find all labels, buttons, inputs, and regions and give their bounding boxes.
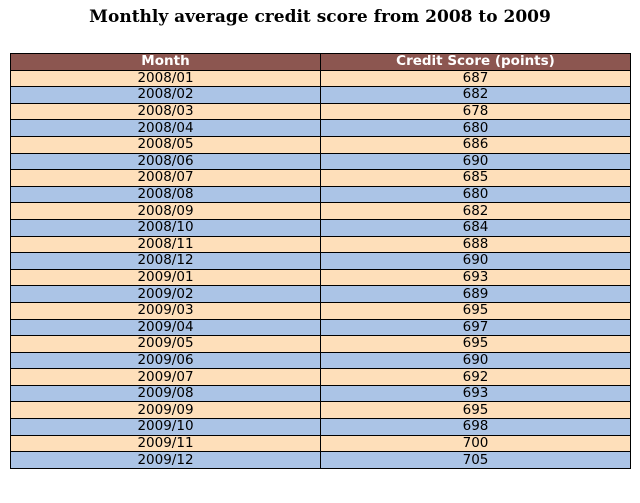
month-cell: 2009/03 bbox=[10, 301, 321, 320]
month-cell: 2008/05 bbox=[10, 135, 321, 154]
credit-score-cell: 689 bbox=[320, 285, 631, 303]
month-cell: 2009/07 bbox=[10, 368, 321, 386]
month-cell: 2008/02 bbox=[10, 86, 321, 104]
credit-score-cell: 698 bbox=[320, 418, 631, 436]
month-cell: 2008/03 bbox=[10, 102, 321, 121]
month-cell: 2009/12 bbox=[10, 451, 321, 469]
credit-score-cell: 695 bbox=[320, 335, 631, 353]
credit-score-cell: 693 bbox=[320, 384, 631, 403]
credit-score-cell: 697 bbox=[320, 318, 631, 337]
credit-score-cell: 680 bbox=[320, 119, 631, 137]
table-row: 2009/06 690 bbox=[10, 351, 631, 370]
month-cell: 2008/10 bbox=[10, 218, 321, 237]
table-row: 2008/12 690 bbox=[10, 252, 631, 270]
credit-score-cell: 686 bbox=[320, 135, 631, 154]
credit-score-cell: 682 bbox=[320, 86, 631, 104]
data-table: Month Credit Score (points) 2008/01 687 20… bbox=[10, 53, 631, 469]
table-body: 2008/01 687 2008/02 682 2008/03 678 2008/04 680… bbox=[10, 69, 631, 469]
table-row: 2008/07 685 bbox=[10, 169, 631, 187]
table-row: 2009/08 693 bbox=[10, 384, 631, 403]
month-cell: 2008/04 bbox=[10, 119, 321, 137]
chart-title: Monthly average credit score from 2008 t… bbox=[89, 7, 551, 27]
month-cell: 2009/08 bbox=[10, 384, 321, 403]
table-row: 2008/06 690 bbox=[10, 152, 631, 171]
table-row: 2008/01 687 bbox=[10, 69, 631, 88]
month-cell: 2008/12 bbox=[10, 252, 321, 270]
table-row: 2008/05 686 bbox=[10, 135, 631, 154]
credit-score-cell: 685 bbox=[320, 169, 631, 187]
month-cell: 2009/11 bbox=[10, 434, 321, 453]
month-cell: 2009/01 bbox=[10, 268, 321, 287]
column-header-credit-score: Credit Score (points) bbox=[320, 53, 631, 71]
table-row: 2009/09 695 bbox=[10, 401, 631, 420]
credit-score-cell: 695 bbox=[320, 301, 631, 320]
month-cell: 2008/11 bbox=[10, 235, 321, 254]
table-header-row: Month Credit Score (points) bbox=[10, 53, 631, 71]
table-row: 2008/02 682 bbox=[10, 86, 631, 104]
credit-score-cell: 678 bbox=[320, 102, 631, 121]
credit-score-cell: 695 bbox=[320, 401, 631, 420]
month-cell: 2009/10 bbox=[10, 418, 321, 436]
credit-score-cell: 690 bbox=[320, 351, 631, 370]
credit-score-cell: 688 bbox=[320, 235, 631, 254]
credit-score-cell: 693 bbox=[320, 268, 631, 287]
credit-score-cell: 690 bbox=[320, 252, 631, 270]
credit-score-cell: 692 bbox=[320, 368, 631, 386]
month-cell: 2009/09 bbox=[10, 401, 321, 420]
month-cell: 2009/04 bbox=[10, 318, 321, 337]
table-row: 2009/11 700 bbox=[10, 434, 631, 453]
month-cell: 2008/01 bbox=[10, 69, 321, 88]
table-row: 2008/03 678 bbox=[10, 102, 631, 121]
table-row: 2009/01 693 bbox=[10, 268, 631, 287]
month-cell: 2008/09 bbox=[10, 202, 321, 220]
month-cell: 2009/06 bbox=[10, 351, 321, 370]
credit-score-cell: 684 bbox=[320, 218, 631, 237]
table-row: 2009/12 705 bbox=[10, 451, 631, 469]
table-row: 2009/04 697 bbox=[10, 318, 631, 337]
month-cell: 2008/08 bbox=[10, 185, 321, 204]
month-cell: 2009/02 bbox=[10, 285, 321, 303]
credit-score-cell: 687 bbox=[320, 69, 631, 88]
table-row: 2008/08 680 bbox=[10, 185, 631, 204]
table-row: 2008/10 684 bbox=[10, 218, 631, 237]
credit-score-cell: 700 bbox=[320, 434, 631, 453]
credit-score-cell: 690 bbox=[320, 152, 631, 171]
table-row: 2009/07 692 bbox=[10, 368, 631, 386]
column-header-month: Month bbox=[10, 53, 321, 71]
table-row: 2008/11 688 bbox=[10, 235, 631, 254]
table-row: 2009/03 695 bbox=[10, 301, 631, 320]
table-row: 2008/04 680 bbox=[10, 119, 631, 137]
month-cell: 2008/06 bbox=[10, 152, 321, 171]
month-cell: 2009/05 bbox=[10, 335, 321, 353]
table-row: 2009/10 698 bbox=[10, 418, 631, 436]
month-cell: 2008/07 bbox=[10, 169, 321, 187]
table-row: 2009/05 695 bbox=[10, 335, 631, 353]
credit-score-cell: 705 bbox=[320, 451, 631, 469]
table-row: 2008/09 682 bbox=[10, 202, 631, 220]
credit-score-cell: 680 bbox=[320, 185, 631, 204]
table-row: 2009/02 689 bbox=[10, 285, 631, 303]
credit-score-cell: 682 bbox=[320, 202, 631, 220]
